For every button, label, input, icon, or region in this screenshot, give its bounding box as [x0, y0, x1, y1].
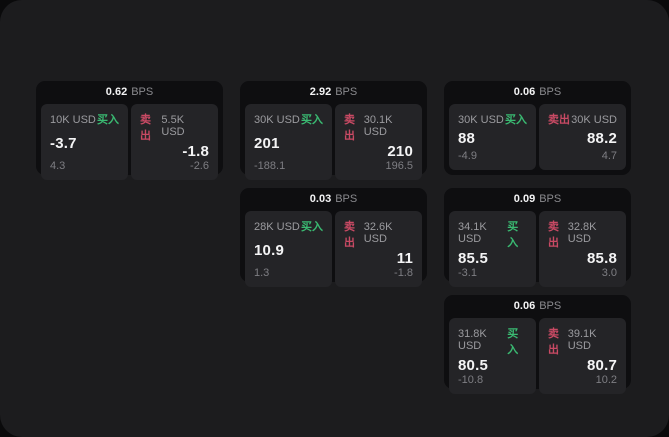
sell-price: -1.8: [182, 143, 209, 160]
sell-pane[interactable]: 卖出 32.6K USD 11 -1.8: [335, 211, 422, 287]
buy-pane[interactable]: 30K USD 买入 201 -188.1: [245, 104, 332, 180]
bps-value: 0.06: [513, 300, 536, 312]
quote-panes: 31.8K USD 买入 80.5 -10.8 卖出 39.1K USD 80.…: [449, 318, 626, 394]
buy-amount: 34.1K USD: [458, 221, 487, 245]
buy-pane[interactable]: 10K USD 买入 -3.7 4.3: [41, 104, 128, 180]
sell-label: 卖出: [548, 114, 570, 126]
buy-sub-value: -10.8: [458, 374, 484, 386]
sell-amount: 32.8K USD: [567, 221, 597, 245]
buy-sub-value: 4.3: [50, 160, 66, 172]
buy-pane[interactable]: 30K USD 买入 88 -4.9: [449, 104, 536, 170]
bps-unit-label: BPS: [539, 193, 562, 205]
quote-panes: 30K USD 买入 201 -188.1 卖出 30.1K USD 210 1…: [245, 104, 422, 180]
buy-price: 201: [254, 135, 280, 152]
sell-label: 卖出: [548, 221, 559, 249]
buy-label: 买入: [97, 114, 119, 126]
buy-label: 买入: [507, 221, 519, 249]
sell-sub-value: 3.0: [601, 267, 617, 279]
buy-label: 买入: [507, 328, 519, 356]
sell-pane[interactable]: 卖出 5.5K USD -1.8 -2.6: [131, 104, 218, 180]
quote-panes: 28K USD 买入 10.9 1.3 卖出 32.6K USD 11 -1.8: [245, 211, 422, 287]
sell-label: 卖出: [344, 221, 355, 249]
sell-label: 卖出: [344, 114, 355, 142]
bps-unit-label: BPS: [335, 193, 358, 205]
bps-value: 0.09: [513, 193, 536, 205]
sell-sub-value: 10.2: [595, 374, 617, 386]
quote-card-grid: 0.62 BPS 10K USD 买入 -3.7 4.3 卖出 5.5K USD: [36, 81, 631, 394]
sell-pane[interactable]: 卖出 32.8K USD 85.8 3.0: [539, 211, 626, 287]
buy-pane[interactable]: 31.8K USD 买入 80.5 -10.8: [449, 318, 536, 394]
buy-amount: 31.8K USD: [458, 328, 487, 352]
bps-unit-label: BPS: [539, 300, 562, 312]
bps-header: 2.92 BPS: [245, 81, 422, 104]
bps-value: 0.62: [105, 86, 128, 98]
bps-unit-label: BPS: [539, 86, 562, 98]
sell-label: 卖出: [140, 114, 151, 142]
quote-panes: 34.1K USD 买入 85.5 -3.1 卖出 32.8K USD 85.8…: [449, 211, 626, 287]
sell-amount: 39.1K USD: [567, 328, 597, 352]
sell-amount: 30K USD: [571, 114, 617, 126]
buy-price: -3.7: [50, 135, 77, 152]
bps-header: 0.62 BPS: [41, 81, 218, 104]
buy-amount: 28K USD: [254, 221, 300, 233]
sell-price: 88.2: [587, 130, 617, 147]
bps-value: 2.92: [309, 86, 332, 98]
sell-pane[interactable]: 卖出 39.1K USD 80.7 10.2: [539, 318, 626, 394]
sell-amount: 30.1K USD: [363, 114, 393, 138]
buy-price: 88: [458, 130, 476, 147]
quote-card: 0.06 BPS 31.8K USD 买入 80.5 -10.8 卖出 39.1K…: [444, 295, 631, 394]
sell-sub-value: 4.7: [601, 150, 617, 162]
quote-card: 0.09 BPS 34.1K USD 买入 85.5 -3.1 卖出 32.8K …: [444, 188, 631, 287]
buy-price: 85.5: [458, 250, 488, 267]
buy-price: 80.5: [458, 357, 488, 374]
sell-price: 210: [387, 143, 413, 160]
bps-header: 0.03 BPS: [245, 188, 422, 211]
bps-unit-label: BPS: [335, 86, 358, 98]
sell-pane[interactable]: 卖出 30K USD 88.2 4.7: [539, 104, 626, 170]
quote-card: 0.03 BPS 28K USD 买入 10.9 1.3 卖出 32.6K USD: [240, 188, 427, 287]
sell-amount: 5.5K USD: [161, 114, 185, 138]
buy-amount: 30K USD: [458, 114, 504, 126]
buy-amount: 10K USD: [50, 114, 96, 126]
quote-card: 0.06 BPS 30K USD 买入 88 -4.9 卖出 30K USD: [444, 81, 631, 175]
sell-label: 卖出: [548, 328, 559, 356]
buy-label: 买入: [301, 114, 323, 126]
bps-unit-label: BPS: [131, 86, 154, 98]
bps-value: 0.03: [309, 193, 332, 205]
buy-sub-value: -188.1: [254, 160, 286, 172]
quote-panes: 10K USD 买入 -3.7 4.3 卖出 5.5K USD -1.8 -2.…: [41, 104, 218, 180]
buy-pane[interactable]: 34.1K USD 买入 85.5 -3.1: [449, 211, 536, 287]
sell-price: 85.8: [587, 250, 617, 267]
buy-label: 买入: [301, 221, 323, 233]
quote-card: 0.62 BPS 10K USD 买入 -3.7 4.3 卖出 5.5K USD: [36, 81, 223, 180]
sell-sub-value: -2.6: [190, 160, 209, 172]
quote-card: 2.92 BPS 30K USD 买入 201 -188.1 卖出 30.1K U…: [240, 81, 427, 180]
sell-price: 11: [396, 250, 413, 267]
bps-header: 0.06 BPS: [449, 81, 626, 104]
buy-pane[interactable]: 28K USD 买入 10.9 1.3: [245, 211, 332, 287]
buy-amount: 30K USD: [254, 114, 300, 126]
sell-sub-value: 196.5: [385, 160, 413, 172]
bps-header: 0.06 BPS: [449, 295, 626, 318]
sell-pane[interactable]: 卖出 30.1K USD 210 196.5: [335, 104, 422, 180]
buy-sub-value: 1.3: [254, 267, 270, 279]
buy-label: 买入: [505, 114, 527, 126]
sell-amount: 32.6K USD: [363, 221, 393, 245]
buy-sub-value: -4.9: [458, 150, 477, 162]
sell-sub-value: -1.8: [394, 267, 413, 279]
buy-price: 10.9: [254, 242, 284, 259]
bps-value: 0.06: [513, 86, 536, 98]
buy-sub-value: -3.1: [458, 267, 477, 279]
sell-price: 80.7: [587, 357, 617, 374]
bps-header: 0.09 BPS: [449, 188, 626, 211]
quote-panes: 30K USD 买入 88 -4.9 卖出 30K USD 88.2 4.7: [449, 104, 626, 170]
